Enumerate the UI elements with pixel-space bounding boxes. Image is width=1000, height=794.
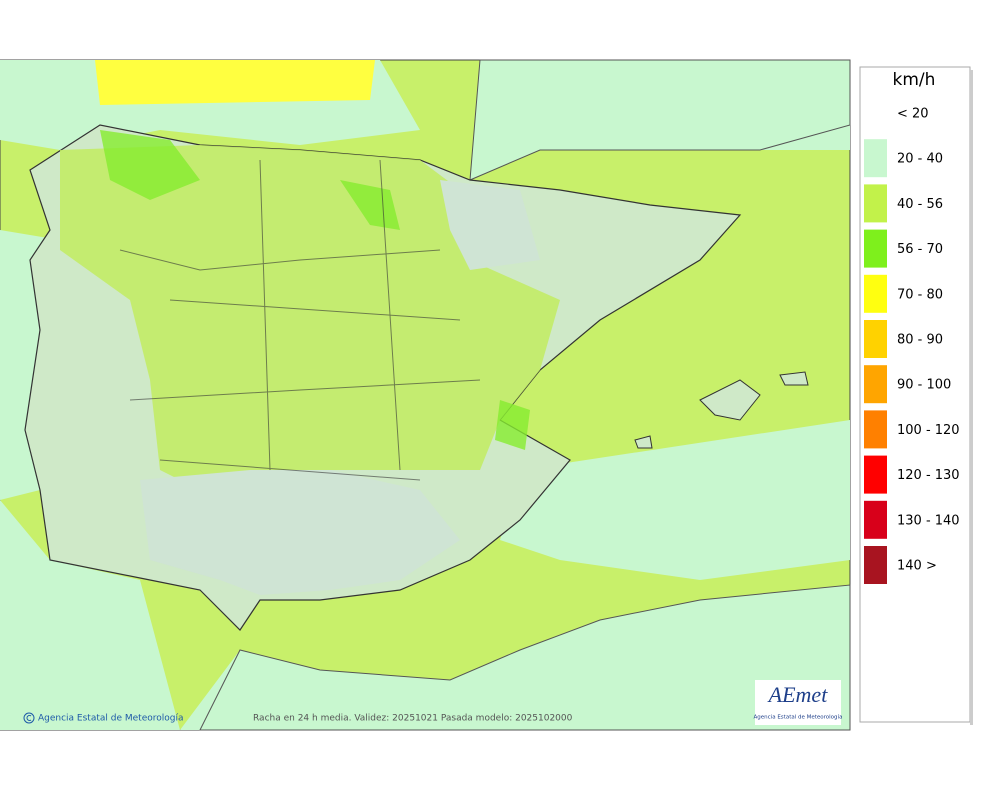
logo: AEmet Agencia Estatal de Meteorología <box>754 680 843 725</box>
legend-label: 56 - 70 <box>897 242 943 257</box>
copyright-icon-c <box>26 715 32 721</box>
legend-label: 70 - 80 <box>897 287 943 302</box>
footer: Agencia Estatal de Meteorología Racha en… <box>23 712 573 724</box>
france <box>469 59 851 181</box>
legend-swatch <box>864 320 887 358</box>
legend-label: 80 - 90 <box>897 333 943 348</box>
light-gust-zone <box>140 180 540 595</box>
copyright-icon <box>23 712 35 724</box>
logo-name: AEmet <box>767 682 829 707</box>
map <box>0 59 851 731</box>
legend-label: 130 - 140 <box>897 513 960 528</box>
logo-box <box>755 680 841 725</box>
legend-label: < 20 <box>897 107 929 122</box>
legend-swatch <box>864 274 887 313</box>
legend: km/h < 20 20 - 40 40 - 56 56 - 70 70 - 80 80 … <box>859 66 973 725</box>
legend-swatch <box>864 546 887 584</box>
legend-swatch <box>864 184 887 223</box>
moderate-gust-zone <box>60 145 560 500</box>
legend-label: 120 - 130 <box>897 468 960 483</box>
africa-coast <box>199 584 851 731</box>
legend-swatch <box>864 500 887 539</box>
balearic-islands <box>634 371 809 449</box>
logo-subtitle: Agencia Estatal de Meteorología <box>754 714 843 721</box>
legend-swatch <box>864 229 887 268</box>
credit: Agencia Estatal de Meteorología <box>38 714 184 724</box>
legend-swatch <box>864 410 887 449</box>
sea-calm-zone <box>0 60 850 730</box>
legend-swatch <box>864 365 887 404</box>
legend-label: 40 - 56 <box>897 197 943 212</box>
legend-swatch <box>864 139 887 178</box>
legend-label: 140 > <box>897 559 937 574</box>
caption: Racha en 24 h media. Validez: 20251021 P… <box>253 714 573 724</box>
legend-swatch <box>864 94 887 132</box>
legend-label: 20 - 40 <box>897 152 943 167</box>
strong-gust-zone <box>95 60 375 105</box>
strong-zone-patches <box>100 130 530 450</box>
legend-swatch <box>864 455 887 494</box>
legend-label: 90 - 100 <box>897 378 951 393</box>
legend-unit: km/h <box>893 70 936 90</box>
legend-label: 100 - 120 <box>897 423 960 438</box>
legend-shadow <box>970 70 973 725</box>
region-borders <box>119 159 481 481</box>
